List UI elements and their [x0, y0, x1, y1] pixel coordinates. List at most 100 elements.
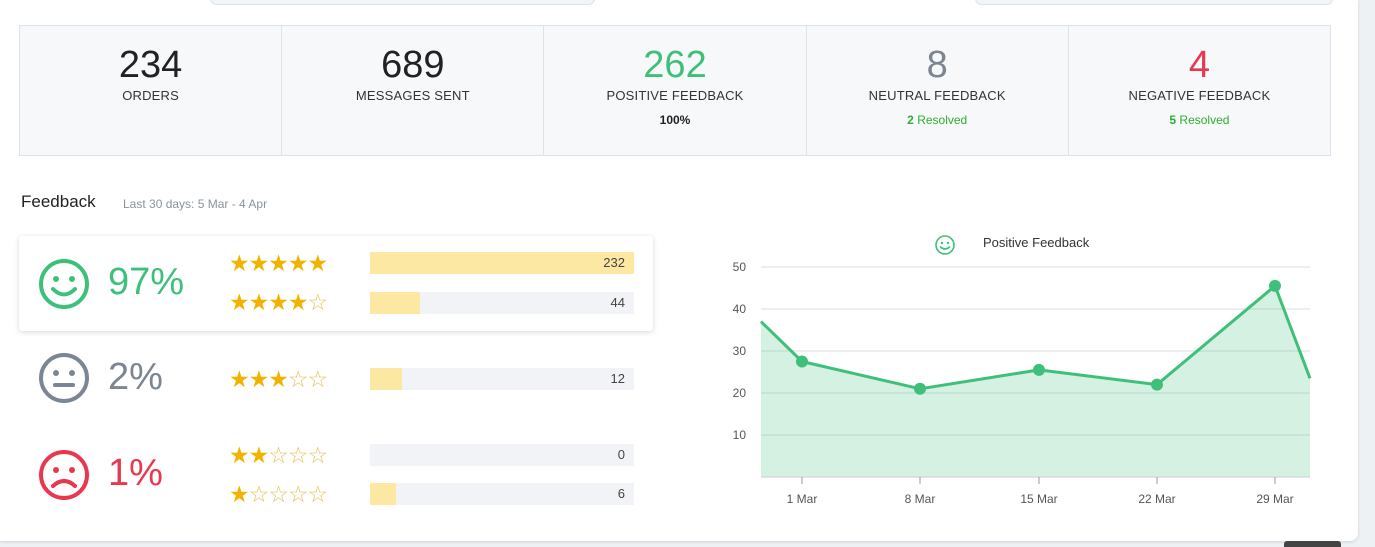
star-empty-icon: ☆ [268, 481, 289, 507]
stat-value: 234 [118, 44, 183, 86]
star-filled-icon: ★ [287, 289, 309, 315]
bar-fill [370, 368, 402, 390]
feedback-title: Feedback [21, 192, 96, 211]
resolved-count: 2 [907, 113, 914, 127]
positive-feedback-chart: 10 20 30 40 50 1 Mar 8 Mar 15 Mar 22 Mar 29 Mar [733, 260, 1312, 506]
bar-fill [370, 252, 634, 274]
area-fill [761, 285, 1310, 477]
resolved-label: Resolved [913, 113, 968, 127]
stat-sub-value: 100% [659, 113, 691, 127]
four-star-bar[interactable]: 44 [370, 292, 634, 314]
star-empty-icon: ☆ [307, 289, 329, 315]
star-filled-icon: ★ [268, 289, 289, 315]
stat-label: POSITIVE FEEDBACK [606, 88, 744, 103]
one-star-rating-icon: ★☆☆☆☆ [229, 482, 347, 506]
negative-percent: 1% [108, 452, 163, 494]
three-star-rating-icon: ★★★☆☆ [229, 367, 347, 391]
star-empty-icon: ☆ [307, 442, 329, 468]
three-star-count: 12 [610, 371, 625, 386]
star-filled-icon: ★ [229, 366, 250, 392]
three-star-bar[interactable]: 12 [370, 368, 634, 390]
star-filled-icon: ★ [248, 289, 270, 315]
data-point[interactable] [796, 355, 808, 368]
positive-percent: 97% [108, 261, 185, 303]
star-empty-icon: ☆ [248, 481, 270, 507]
two-star-bar[interactable]: 0 [370, 444, 634, 466]
feedback-date-range: Last 30 days: 5 Mar - 4 Apr [123, 197, 268, 211]
stat-neutral-feedback[interactable]: 8 NEUTRAL FEEDBACK 2 Resolved [807, 26, 1069, 155]
one-star-count: 6 [617, 486, 625, 501]
x-tick-label: 1 Mar [787, 492, 818, 506]
dashboard-panel: 234 ORDERS 689 MESSAGES SENT 262 POSITIV… [0, 0, 1358, 541]
star-filled-icon: ★ [307, 250, 329, 276]
star-filled-icon: ★ [248, 250, 270, 276]
stat-value: 262 [643, 44, 707, 86]
star-filled-icon: ★ [268, 250, 289, 276]
two-star-rating-icon: ★★☆☆☆ [229, 443, 347, 467]
neutral-face-icon [39, 353, 89, 403]
positive-rating-card[interactable] [19, 236, 653, 331]
stat-positive-feedback[interactable]: 262 POSITIVE FEEDBACK 100% [544, 26, 807, 155]
data-point[interactable] [1033, 363, 1045, 376]
y-tick-label: 40 [733, 302, 747, 316]
stat-label: MESSAGES SENT [355, 88, 470, 103]
stat-orders[interactable]: 234 ORDERS [20, 26, 283, 155]
filter-input-left[interactable] [210, 0, 595, 5]
star-empty-icon: ☆ [268, 442, 289, 468]
y-tick-label: 10 [733, 428, 747, 442]
y-tick-label: 20 [733, 386, 747, 400]
x-tick-label: 15 Mar [1020, 492, 1057, 506]
star-empty-icon: ☆ [287, 442, 309, 468]
stat-value: 689 [381, 44, 445, 86]
star-empty-icon: ☆ [307, 366, 329, 392]
star-filled-icon: ★ [248, 442, 270, 468]
stat-label: NEGATIVE FEEDBACK [1128, 88, 1271, 103]
stat-value: 8 [926, 44, 948, 86]
resolved-count: 5 [1169, 113, 1177, 127]
star-filled-icon: ★ [268, 366, 289, 392]
four-star-rating-icon: ★★★★☆ [229, 290, 347, 314]
star-filled-icon: ★ [287, 250, 309, 276]
legend-smile-icon [935, 235, 955, 255]
chart-legend-label[interactable]: Positive Feedback [983, 235, 1090, 250]
stat-sub: 5 Resolved [1069, 113, 1330, 127]
x-tick-label: 22 Mar [1138, 492, 1175, 506]
x-tick-label: 8 Mar [905, 492, 936, 506]
resolved-label: Resolved [1176, 113, 1230, 127]
star-filled-icon: ★ [229, 289, 250, 315]
four-star-count: 44 [610, 295, 625, 310]
corner-tab[interactable] [1284, 541, 1341, 547]
sad-face-icon [39, 450, 89, 500]
stat-messages-sent[interactable]: 689 MESSAGES SENT [282, 26, 545, 155]
neutral-percent: 2% [108, 356, 163, 398]
data-point[interactable] [914, 382, 926, 395]
star-filled-icon: ★ [229, 442, 250, 468]
stat-negative-feedback[interactable]: 4 NEGATIVE FEEDBACK 5 Resolved [1069, 26, 1330, 155]
star-filled-icon: ★ [248, 366, 270, 392]
one-star-bar[interactable]: 6 [370, 483, 634, 505]
stat-value: 4 [1188, 44, 1210, 86]
star-filled-icon: ★ [229, 481, 250, 507]
stat-sub: 100% [544, 113, 805, 127]
bar-fill [370, 292, 421, 314]
five-star-count: 232 [603, 255, 625, 270]
star-filled-icon: ★ [229, 250, 250, 276]
stat-label: ORDERS [122, 88, 180, 103]
star-empty-icon: ☆ [287, 366, 309, 392]
five-star-rating-icon: ★★★★★ [229, 251, 347, 275]
two-star-count: 0 [617, 447, 625, 462]
y-tick-label: 30 [733, 344, 747, 358]
data-point[interactable] [1269, 279, 1281, 292]
five-star-bar[interactable]: 232 [370, 252, 634, 274]
bar-fill [370, 483, 397, 505]
star-empty-icon: ☆ [307, 481, 329, 507]
stat-label: NEUTRAL FEEDBACK [868, 88, 1006, 103]
y-tick-label: 50 [733, 260, 747, 274]
data-point[interactable] [1151, 378, 1163, 391]
stats-bar: 234 ORDERS 689 MESSAGES SENT 262 POSITIV… [19, 25, 1331, 156]
filter-input-right[interactable] [975, 0, 1333, 5]
star-empty-icon: ☆ [287, 481, 309, 507]
stat-sub: 2 Resolved [807, 113, 1068, 127]
x-tick-label: 29 Mar [1256, 492, 1293, 506]
happy-face-icon [39, 259, 89, 309]
